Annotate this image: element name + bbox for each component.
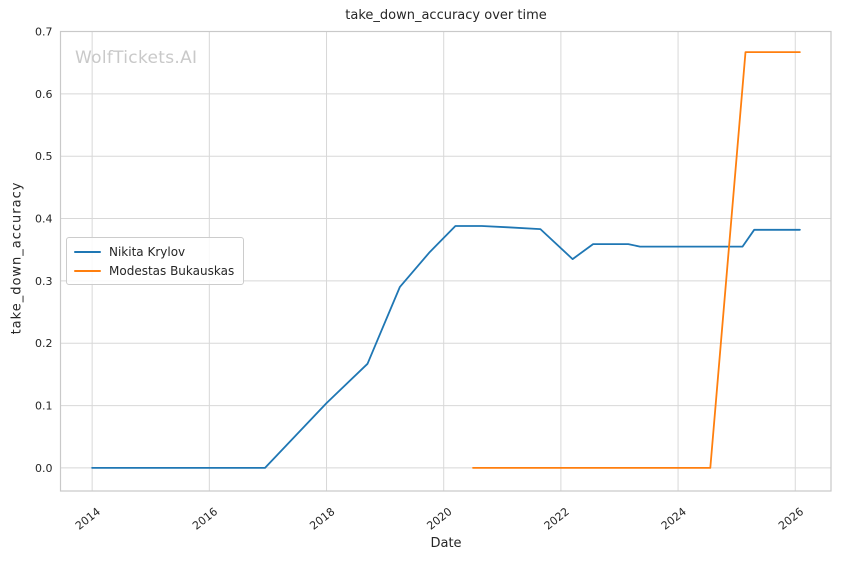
legend-item-nikita-krylov: Nikita Krylov: [74, 243, 234, 260]
x-tick-label: 2024: [659, 505, 689, 532]
x-axis-label: Date: [430, 536, 462, 551]
y-tick-label: 0.7: [35, 26, 53, 39]
y-tick-label: 0.0: [35, 462, 53, 475]
y-tick-label: 0.3: [35, 275, 53, 288]
legend-item-modestas-bukauskas: Modestas Bukauskas: [74, 262, 234, 279]
x-tick-label: 2016: [190, 505, 220, 532]
x-tick-label: 2022: [542, 505, 572, 532]
x-tick-label: 2014: [73, 505, 103, 532]
legend-label-modestas-bukauskas: Modestas Bukauskas: [109, 263, 235, 278]
watermark-text: WolfTickets.AI: [75, 48, 198, 68]
x-tick-label: 2026: [776, 505, 806, 532]
legend: Nikita Krylov Modestas Bukauskas: [66, 237, 245, 285]
x-tick-label: 2018: [307, 505, 337, 532]
chart-title: take_down_accuracy over time: [345, 8, 547, 23]
x-tick-label: 2020: [424, 505, 454, 532]
y-tick-label: 0.5: [35, 150, 53, 163]
legend-swatch-nikita-krylov: [74, 250, 101, 253]
y-tick-label: 0.1: [35, 400, 53, 413]
y-axis-label: take_down_accuracy: [9, 181, 25, 335]
legend-swatch-modestas-bukauskas: [74, 269, 101, 272]
series-line-nikita-krylov: [91, 225, 801, 469]
y-tick-label: 0.4: [35, 213, 53, 226]
y-tick-label: 0.2: [35, 337, 53, 350]
y-tick-label: 0.6: [35, 88, 53, 101]
legend-label-nikita-krylov: Nikita Krylov: [109, 244, 186, 259]
series-line-modestas-bukauskas: [472, 51, 801, 469]
plot-border: [59, 30, 832, 492]
